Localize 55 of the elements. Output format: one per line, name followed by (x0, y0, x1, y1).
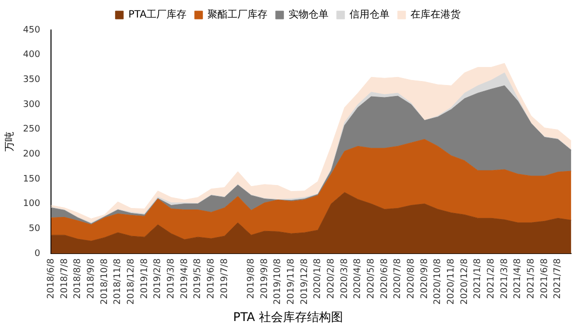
x-tick-label: 2019/12/8 (300, 258, 310, 305)
x-tick-label: 2021/1/8 (473, 258, 484, 299)
y-tick-label: 350 (22, 75, 40, 85)
x-tick-label: 2020/2/8 (326, 258, 337, 299)
x-tick-label: 2020/8/8 (406, 258, 417, 299)
y-tick-label: 100 (22, 199, 40, 210)
x-tick-label: 2019/6/8 (206, 258, 217, 299)
x-tick-label: 2018/9/8 (86, 258, 97, 299)
x-tick-label: 2020/10/8 (433, 258, 444, 305)
x-tick-label: 2020/3/8 (340, 258, 350, 299)
x-tick-label: 2021/3/8 (500, 258, 510, 299)
x-tick-label: 2018/11/8 (113, 258, 124, 305)
legend-label: 在库在港货 (410, 8, 461, 21)
x-tick-label: 2020/9/8 (420, 258, 430, 299)
y-tick-label: 450 (22, 25, 40, 36)
y-tick-label: 250 (22, 124, 40, 135)
y-tick-label: 400 (22, 50, 40, 60)
x-tick-label: 2019/1/8 (140, 258, 150, 299)
x-tick-label: 2018/7/8 (60, 258, 70, 299)
x-tick-label: 2018/10/8 (100, 258, 110, 305)
x-tick-label: 2021/2/8 (486, 258, 497, 299)
x-tick-label: 2019/10/8 (273, 258, 284, 305)
x-tick-label: 2021/5/8 (526, 258, 537, 299)
x-tick-label: 2019/4/8 (180, 258, 190, 299)
legend-label: 实物仓单 (288, 8, 329, 21)
text: PTA 社会库存结构图 (233, 310, 343, 324)
x-tick-label: 2020/6/8 (380, 258, 390, 299)
y-tick-label: 300 (22, 100, 40, 110)
x-tick-label: 2018/6/8 (46, 258, 57, 299)
x-tick-label: 2020/11/8 (446, 258, 457, 305)
x-tick-label: 2021/4/8 (513, 258, 524, 299)
x-tick-label: 2020/5/8 (366, 258, 377, 299)
legend-label: 信用仓单 (350, 8, 390, 21)
x-tick-label: 2019/8/8 (246, 258, 257, 299)
x-tick-label: 2020/12/8 (460, 258, 470, 305)
x-tick-label: 2019/2/8 (153, 258, 164, 299)
y-tick-label: 50 (28, 224, 40, 234)
x-tick-label: 2020/4/8 (353, 258, 364, 299)
x-tick-label: 2020/1/8 (313, 258, 324, 299)
legend-label: PTA工厂库存 (128, 8, 187, 21)
y-tick-label: 200 (22, 149, 40, 160)
x-tick-label: 2019/5/8 (193, 258, 204, 299)
x-tick-label: 2019/9/8 (260, 258, 270, 299)
x-tick-label: 2021/7/8 (553, 258, 564, 299)
x-tick-label: 2018/12/8 (126, 258, 137, 305)
x-tick-label: 2019/7/8 (220, 258, 230, 299)
x-tick-label: 2021/6/8 (540, 258, 550, 299)
x-tick-label: 2019/11/8 (286, 258, 297, 305)
y-tick-label: 0 (34, 248, 40, 259)
legend-label: 聚酯工厂库存 (208, 8, 268, 21)
y-axis-title: 万吨 (4, 132, 16, 152)
x-tick-label: 2019/3/8 (166, 258, 177, 299)
y-tick-label: 150 (22, 174, 40, 184)
x-tick-label: 2020/7/8 (393, 258, 404, 299)
x-tick-label: 2018/8/8 (73, 258, 84, 299)
